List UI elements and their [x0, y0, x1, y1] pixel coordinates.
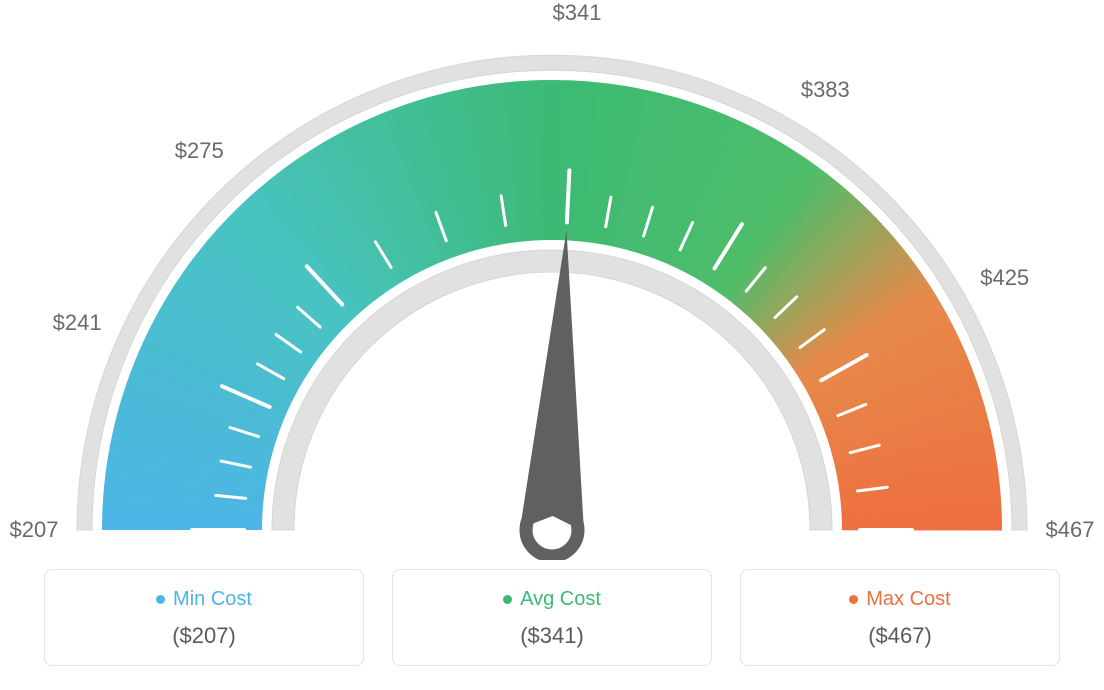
max-cost-card: Max Cost ($467) — [740, 569, 1060, 666]
min-cost-title: Min Cost — [156, 588, 252, 611]
max-cost-value: ($467) — [751, 623, 1049, 649]
gauge-tick-label: $241 — [53, 310, 102, 336]
avg-cost-title: Avg Cost — [503, 588, 601, 611]
gauge-tick-label: $425 — [980, 265, 1029, 291]
gauge-tick-label: $467 — [1046, 517, 1095, 543]
avg-cost-title-text: Avg Cost — [520, 588, 601, 611]
gauge-tick-label: $207 — [10, 517, 59, 543]
gauge-tick-label: $275 — [175, 138, 224, 164]
gauge-chart: $207 $241 $275 $341 $383 $425 $467 — [0, 0, 1104, 560]
max-cost-title-text: Max Cost — [866, 588, 950, 611]
min-cost-value: ($207) — [55, 623, 353, 649]
min-cost-title-text: Min Cost — [173, 588, 252, 611]
summary-cards-row: Min Cost ($207) Avg Cost ($341) Max Cost… — [44, 569, 1060, 666]
min-cost-card: Min Cost ($207) — [44, 569, 364, 666]
avg-cost-value: ($341) — [403, 623, 701, 649]
gauge-svg — [0, 0, 1104, 560]
dot-icon — [503, 595, 512, 604]
dot-icon — [156, 595, 165, 604]
gauge-tick-label: $341 — [553, 0, 602, 26]
dot-icon — [849, 595, 858, 604]
max-cost-title: Max Cost — [849, 588, 950, 611]
gauge-tick-label: $383 — [801, 77, 850, 103]
avg-cost-card: Avg Cost ($341) — [392, 569, 712, 666]
